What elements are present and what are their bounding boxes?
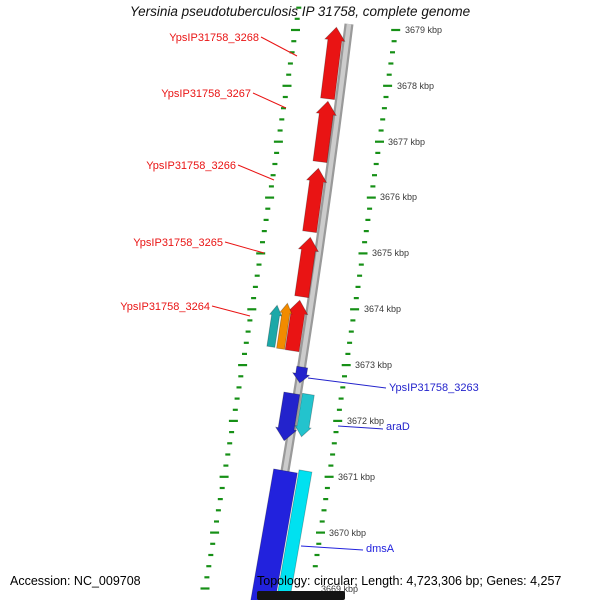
gene-arrow-arad[interactable] (274, 391, 302, 443)
gene-label-ypsip31758-3265[interactable]: YpsIP31758_3265 (133, 237, 223, 249)
ruler-label: 3679 kbp (405, 25, 442, 35)
gene-label-ypsip31758-3266[interactable]: YpsIP31758_3266 (146, 160, 236, 172)
gene-arrow-unlabeled-orange[interactable] (275, 302, 294, 350)
label-leader-line (260, 36, 298, 57)
label-leaders (211, 36, 387, 551)
gene-track (250, 26, 347, 600)
gene-arrow-ypsip31758-3263[interactable] (291, 365, 311, 384)
ruler-label: 3676 kbp (380, 192, 417, 202)
gene-label-ypsip31758-3268[interactable]: YpsIP31758_3268 (169, 32, 259, 44)
label-leader-line (211, 305, 251, 317)
ruler-label: 3669 kbp (321, 584, 358, 594)
status-summary: Topology: circular; Length: 4,723,306 bp… (257, 574, 562, 588)
ruler-label: 3674 kbp (364, 304, 401, 314)
label-leader-line (237, 164, 275, 181)
ruler-label: 3677 kbp (388, 137, 425, 147)
gene-label-ypsip31758-3263[interactable]: YpsIP31758_3263 (389, 382, 479, 394)
ruler-label: 3670 kbp (329, 528, 366, 538)
gene-label-ypsip31758-3264[interactable]: YpsIP31758_3264 (120, 301, 210, 313)
ruler-label: 3671 kbp (338, 472, 375, 482)
gene-arrow-ypsip31758-3265[interactable] (292, 236, 320, 299)
label-leader-line (337, 425, 384, 430)
gene-label-arad[interactable]: araD (386, 421, 410, 433)
gene-label-dmsa[interactable]: dmsA (366, 543, 395, 555)
gene-arrow-ypsip31758-3266[interactable] (300, 167, 329, 234)
gene-arrow-dmsa[interactable] (250, 468, 298, 600)
gene-arrow-ypsip31758-3267[interactable] (310, 100, 338, 164)
ruler-label: 3675 kbp (372, 248, 409, 258)
ruler-label: 3678 kbp (397, 81, 434, 91)
bottom-overlay-box (257, 591, 345, 600)
ruler-label: 3672 kbp (347, 416, 384, 426)
genome-title: Yersinia pseudotuberculosis IP 31758, co… (130, 4, 470, 19)
gene-label-ypsip31758-3267[interactable]: YpsIP31758_3267 (161, 88, 251, 100)
ruler-label: 3673 kbp (355, 360, 392, 370)
gene-arrow-unlabeled-cyan-dmsa[interactable] (275, 469, 313, 600)
ruler-ticks (200, 6, 401, 590)
gene-arrow-unlabeled-cyan-arad[interactable] (294, 392, 317, 438)
label-leader-line (224, 241, 265, 254)
gene-arrow-ypsip31758-3268[interactable] (318, 26, 347, 101)
status-accession: Accession: NC_009708 (10, 574, 141, 588)
label-leader-line (252, 92, 287, 109)
label-leader-line (307, 377, 387, 389)
label-leader-line (300, 545, 364, 551)
gene-arrow-unlabeled-teal[interactable] (265, 304, 283, 348)
